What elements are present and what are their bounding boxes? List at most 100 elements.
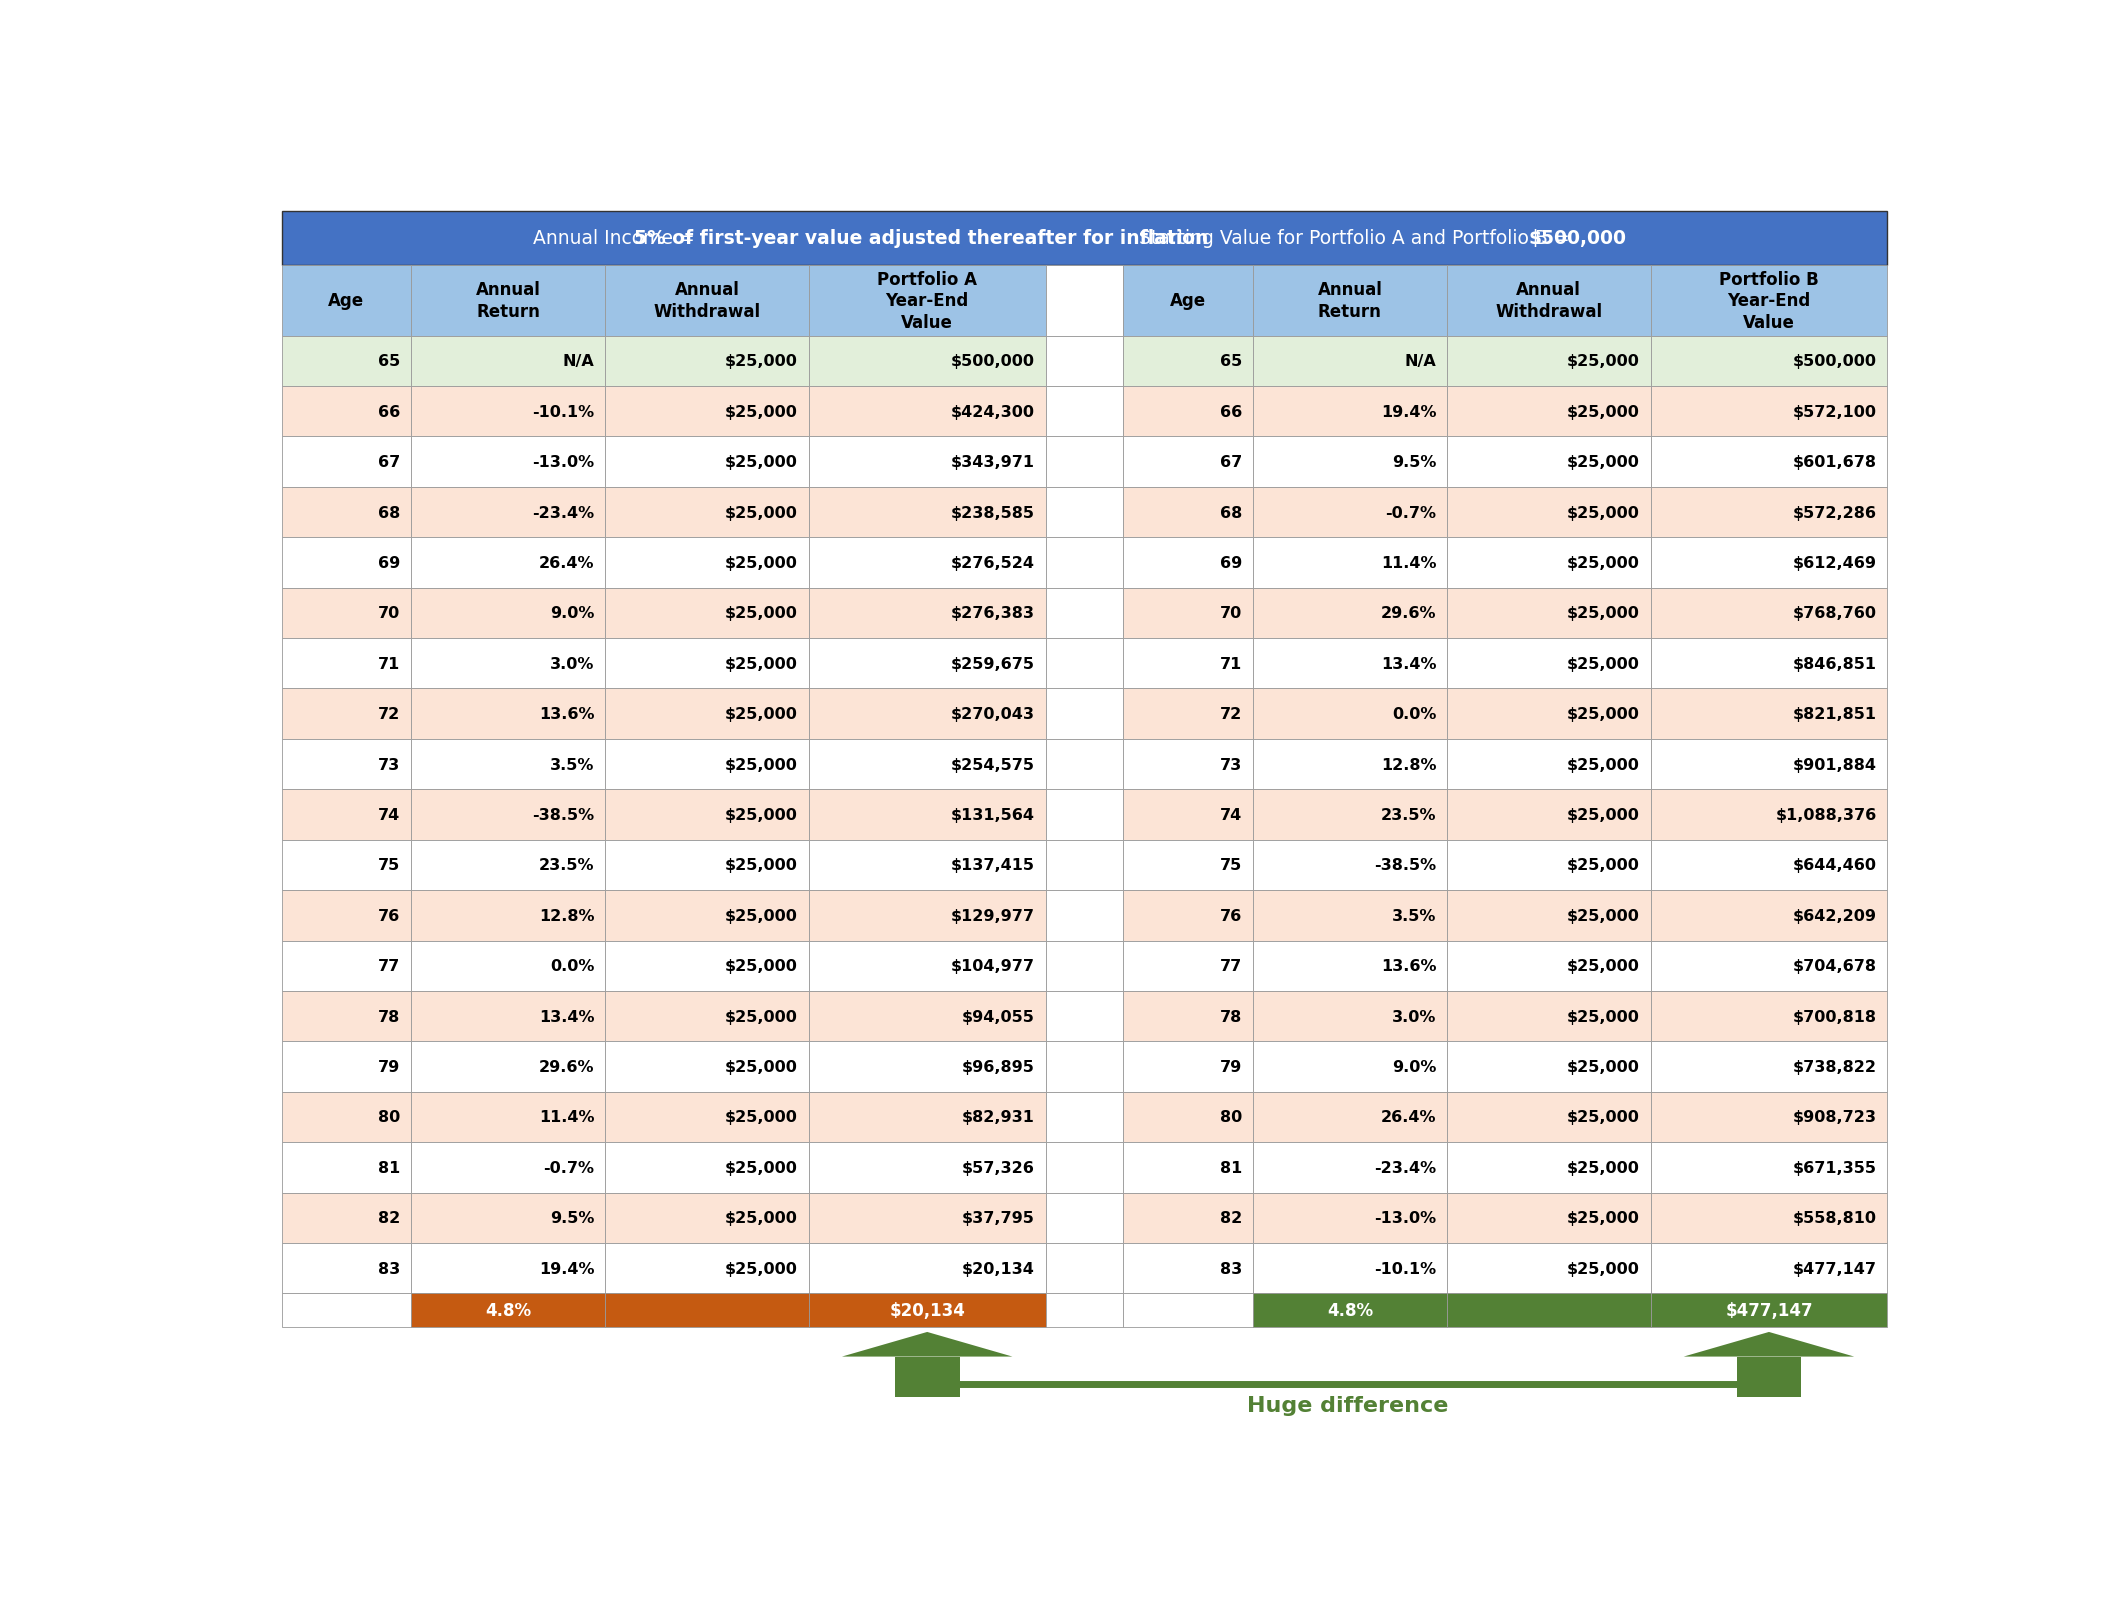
Bar [1447, 690, 1650, 740]
Bar [605, 1143, 808, 1193]
Bar [1447, 1294, 1650, 1328]
Text: $270,043: $270,043 [950, 706, 1035, 722]
Text: 75: 75 [379, 859, 400, 873]
Bar [1045, 1193, 1124, 1243]
Bar [1447, 1143, 1650, 1193]
Text: 23.5%: 23.5% [1382, 808, 1437, 823]
Text: $572,286: $572,286 [1792, 505, 1877, 521]
Text: 71: 71 [1219, 656, 1242, 672]
Text: $25,000: $25,000 [1566, 1261, 1640, 1276]
Text: 67: 67 [1219, 454, 1242, 469]
Text: -13.0%: -13.0% [533, 454, 595, 469]
Text: Annual
Return: Annual Return [476, 281, 540, 321]
Text: 82: 82 [379, 1211, 400, 1225]
Bar [1124, 690, 1253, 740]
Text: $704,678: $704,678 [1792, 959, 1877, 974]
Text: $500,000: $500,000 [950, 354, 1035, 368]
Bar [808, 740, 1045, 790]
Bar [411, 790, 605, 841]
Bar [1253, 1294, 1447, 1328]
Bar [1253, 941, 1447, 992]
Bar [1650, 437, 1887, 487]
Bar [808, 487, 1045, 537]
Text: 70: 70 [1219, 605, 1242, 622]
Bar [1253, 437, 1447, 487]
Bar [1045, 336, 1124, 386]
Text: 79: 79 [1219, 1060, 1242, 1074]
Bar [281, 1193, 411, 1243]
Bar [1045, 437, 1124, 487]
Bar [808, 588, 1045, 639]
Text: $25,000: $25,000 [1566, 605, 1640, 622]
Bar [411, 437, 605, 487]
Bar [1124, 740, 1253, 790]
Text: 9.5%: 9.5% [550, 1211, 595, 1225]
Text: $768,760: $768,760 [1792, 605, 1877, 622]
Text: 69: 69 [379, 555, 400, 571]
Bar [1650, 1193, 1887, 1243]
Bar [605, 1294, 808, 1328]
Polygon shape [1684, 1332, 1854, 1357]
Text: 76: 76 [1219, 909, 1242, 923]
Text: $25,000: $25,000 [726, 1160, 798, 1175]
Bar [1447, 588, 1650, 639]
Text: $276,524: $276,524 [950, 555, 1035, 571]
Bar [605, 992, 808, 1042]
Bar [1447, 941, 1650, 992]
Bar [1124, 1193, 1253, 1243]
Bar [281, 211, 1887, 266]
Bar [1124, 336, 1253, 386]
Bar [605, 891, 808, 941]
Bar [1124, 790, 1253, 841]
Text: $25,000: $25,000 [1566, 959, 1640, 974]
Text: $477,147: $477,147 [1792, 1261, 1877, 1276]
Bar [605, 1193, 808, 1243]
Text: 3.5%: 3.5% [1392, 909, 1437, 923]
Bar [1124, 437, 1253, 487]
Text: 19.4%: 19.4% [1382, 404, 1437, 419]
Bar [1253, 992, 1447, 1042]
Bar [1447, 386, 1650, 437]
Bar [281, 537, 411, 588]
Text: $25,000: $25,000 [726, 605, 798, 622]
Bar [605, 1243, 808, 1294]
Text: $25,000: $25,000 [726, 1110, 798, 1125]
Bar [1253, 1042, 1447, 1092]
Bar [1447, 336, 1650, 386]
Text: $644,460: $644,460 [1792, 859, 1877, 873]
Text: $25,000: $25,000 [726, 909, 798, 923]
Text: 76: 76 [379, 909, 400, 923]
Text: 9.0%: 9.0% [1392, 1060, 1437, 1074]
Text: 74: 74 [1219, 808, 1242, 823]
Bar [1124, 1042, 1253, 1092]
Text: $25,000: $25,000 [726, 404, 798, 419]
Text: 4.8%: 4.8% [1327, 1302, 1373, 1319]
Text: $25,000: $25,000 [1566, 1110, 1640, 1125]
Text: $25,000: $25,000 [726, 555, 798, 571]
Text: $25,000: $25,000 [1566, 909, 1640, 923]
Text: 19.4%: 19.4% [540, 1261, 595, 1276]
Bar [281, 588, 411, 639]
Bar [808, 841, 1045, 891]
Text: $25,000: $25,000 [1566, 656, 1640, 672]
Bar [281, 1042, 411, 1092]
Bar [281, 437, 411, 487]
Bar [1447, 1092, 1650, 1143]
Bar [1124, 588, 1253, 639]
Text: $612,469: $612,469 [1792, 555, 1877, 571]
Text: $601,678: $601,678 [1792, 454, 1877, 469]
Bar [1045, 941, 1124, 992]
Bar [1253, 1092, 1447, 1143]
Bar [1447, 639, 1650, 690]
Text: $25,000: $25,000 [726, 354, 798, 368]
Text: -38.5%: -38.5% [533, 808, 595, 823]
Bar [605, 537, 808, 588]
Text: $25,000: $25,000 [1566, 505, 1640, 521]
Bar [1124, 639, 1253, 690]
Text: $104,977: $104,977 [950, 959, 1035, 974]
Text: $821,851: $821,851 [1792, 706, 1877, 722]
Bar [1447, 891, 1650, 941]
Bar [1045, 588, 1124, 639]
Bar [808, 891, 1045, 941]
Text: $671,355: $671,355 [1792, 1160, 1877, 1175]
